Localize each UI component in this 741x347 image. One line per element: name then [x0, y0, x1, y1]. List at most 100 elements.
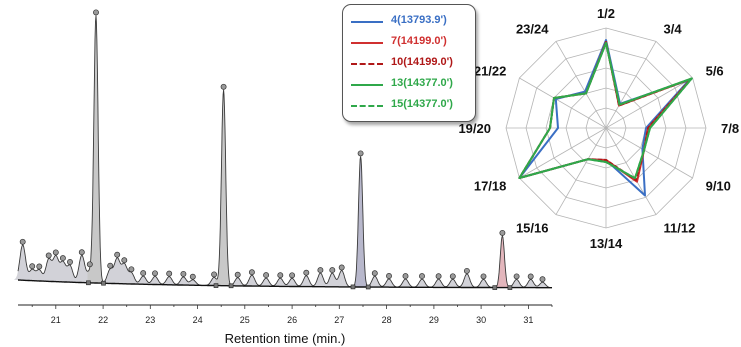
x-tick-label: 29	[429, 315, 439, 325]
legend-item: 4(13793.9')	[351, 13, 473, 31]
peak-apex-marker	[67, 259, 73, 265]
radar-axis-label: 17/18	[474, 179, 507, 194]
peak-apex-marker	[248, 269, 255, 276]
peak-apex-marker	[357, 150, 364, 157]
peak-markers	[19, 9, 546, 290]
x-tick-label: 25	[240, 315, 250, 325]
peak-apex-marker	[211, 271, 218, 278]
peak-apex-marker	[128, 266, 135, 273]
legend-item: 13(14377.0')	[351, 76, 473, 94]
radar-chart: 1/2 3/4 5/6 7/8 9/10 11/12 13/14 15/16 17/18 19/2…	[458, 6, 739, 251]
legend-label: 15(14377.0')	[391, 98, 453, 110]
legend-item: 15(14377.0')	[351, 97, 473, 115]
integration-marker	[350, 284, 356, 290]
x-tick-label: 31	[523, 315, 533, 325]
peak-apex-marker	[539, 276, 546, 283]
chromatogram-chart: 21 22 23 24 25 26 27 28 29 30 31 Retention time (m…	[14, 9, 553, 346]
peak-apex-marker	[234, 271, 241, 278]
peak-apex-marker	[45, 252, 52, 259]
x-tick-label: 22	[98, 315, 108, 325]
peak-apex-marker	[513, 273, 520, 280]
integration-marker	[228, 283, 234, 289]
radar-axis-label: 19/20	[458, 121, 491, 136]
major-peak-area	[215, 89, 233, 286]
radar-spoke	[605, 41, 657, 129]
radar-series	[518, 39, 693, 197]
peak-apex-marker	[303, 269, 310, 276]
peak-apex-marker	[93, 9, 99, 16]
peak-apex-marker	[402, 273, 409, 280]
x-axis-title: Retention time (min.)	[225, 331, 346, 346]
peak-apex-marker	[86, 261, 93, 268]
peak-apex-marker	[480, 273, 487, 280]
peak-apex-marker	[419, 273, 425, 280]
legend-item: 7(14199.0')	[351, 34, 473, 52]
peak-apex-marker	[289, 272, 296, 279]
peak-apex-marker	[371, 270, 378, 277]
radar-grid	[505, 27, 707, 229]
legend-label: 7(14199.0')	[391, 35, 447, 47]
peak-apex-marker	[121, 257, 128, 264]
x-tick-label: 21	[51, 315, 61, 325]
x-tick-label: 26	[287, 315, 297, 325]
peak-apex-marker	[78, 249, 85, 256]
radar-series-line	[518, 42, 693, 180]
legend-swatch	[351, 21, 383, 23]
legend-item: 10(14199.0')	[351, 55, 473, 73]
x-tick-label: 27	[334, 315, 344, 325]
radar-axis-label: 13/14	[590, 236, 623, 251]
peak-apex-marker	[29, 263, 36, 270]
radar-spoke	[555, 127, 607, 215]
peak-apex-marker	[166, 270, 173, 277]
x-tick-label: 23	[145, 315, 155, 325]
radar-axis-label: 23/24	[516, 21, 549, 36]
major-peak-area	[87, 15, 105, 284]
integration-marker	[213, 283, 219, 288]
peak-apex-marker	[386, 273, 392, 279]
peak-apex-marker	[449, 273, 456, 280]
radar-spoke	[605, 77, 693, 129]
peak-apex-marker	[107, 262, 114, 269]
peak-apex-marker	[463, 267, 470, 274]
legend-label: 4(13793.9')	[391, 14, 447, 26]
radar-axis-label: 5/6	[706, 64, 724, 79]
x-axis-ticks: 21 22 23 24 25 26 27 28 29 30 31	[31, 305, 553, 325]
radar-axis-label: 11/12	[664, 221, 696, 236]
peak-apex-marker	[59, 255, 66, 262]
peak-apex-marker	[277, 272, 284, 279]
peak-apex-marker	[152, 270, 158, 277]
legend-swatch	[351, 63, 383, 65]
major-peak-area	[352, 156, 370, 287]
peak-apex-marker	[263, 272, 270, 279]
radar-axis-label: 1/2	[597, 6, 615, 21]
radar-spoke	[555, 41, 607, 129]
radar-axis-label: 15/16	[516, 221, 549, 236]
major-peak-area	[493, 235, 511, 288]
integration-marker	[365, 284, 371, 290]
chromatogram-trace	[17, 15, 553, 289]
legend-swatch	[351, 105, 383, 107]
radar-spoke	[519, 127, 607, 179]
radar-axis-label: 7/8	[721, 121, 739, 136]
peak-apex-marker	[180, 270, 187, 277]
peak-apex-marker	[527, 273, 534, 280]
radar-axis-label: 21/22	[474, 64, 507, 79]
radar-spoke	[519, 77, 607, 129]
radar-axis-label: 9/10	[706, 179, 731, 194]
integration-marker	[86, 280, 91, 286]
peak-apex-marker	[220, 83, 227, 90]
peak-apex-marker	[189, 273, 196, 280]
x-tick-label: 30	[476, 315, 486, 325]
minor-peak-area	[184, 277, 202, 286]
legend-swatch	[351, 42, 383, 44]
peak-apex-marker	[140, 270, 147, 277]
legend-swatch	[351, 84, 383, 86]
peak-apex-marker	[329, 267, 336, 274]
peak-apex-marker	[338, 264, 345, 271]
peak-apex-marker	[52, 249, 59, 256]
x-tick-label: 28	[382, 315, 392, 325]
peak-apex-marker	[435, 273, 442, 280]
peak-apex-marker	[317, 267, 324, 274]
radar-axis-labels: 1/2 3/4 5/6 7/8 9/10 11/12 13/14 15/16 17/18 19/2…	[458, 6, 739, 251]
